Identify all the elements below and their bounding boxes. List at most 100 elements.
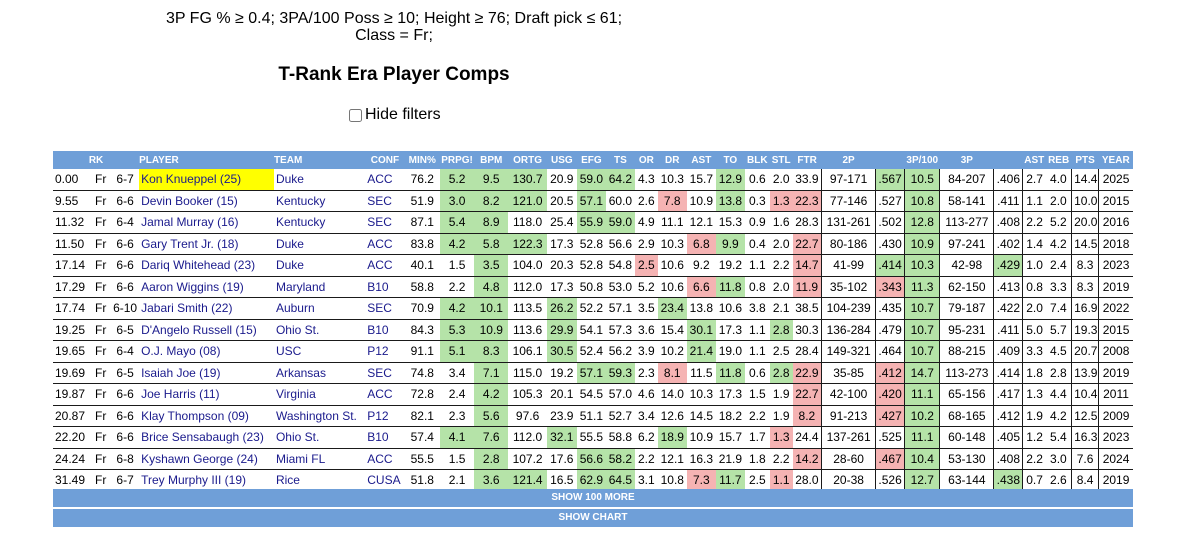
cell-blk: 0.4 xyxy=(744,233,770,255)
cell-ht: 6-6 xyxy=(111,190,140,212)
column-header[interactable]: OR xyxy=(634,151,658,169)
column-header[interactable]: PRPG! xyxy=(439,151,475,169)
team-link[interactable]: Duke xyxy=(273,169,366,191)
column-header[interactable]: STL xyxy=(769,151,793,169)
conf-link[interactable]: CUSA xyxy=(365,469,405,492)
cell-stl: 1.9 xyxy=(769,383,793,406)
column-header[interactable] xyxy=(875,151,905,169)
team-link[interactable]: Ohio St. xyxy=(273,426,366,449)
column-header[interactable]: 2P xyxy=(821,151,876,169)
player-link[interactable]: Brice Sensabaugh (23) xyxy=(139,426,274,449)
team-link[interactable]: Virginia xyxy=(273,383,366,406)
conf-link[interactable]: SEC xyxy=(365,362,405,384)
column-header[interactable]: CONF xyxy=(365,151,405,169)
cell-prpg: 2.4 xyxy=(439,383,475,406)
column-header[interactable]: FTR xyxy=(792,151,822,169)
conf-link[interactable]: ACC xyxy=(365,383,405,406)
column-header[interactable]: RK xyxy=(53,151,140,169)
conf-link[interactable]: ACC xyxy=(365,169,405,191)
column-header[interactable]: BPM xyxy=(474,151,509,169)
player-link[interactable]: Joe Harris (11) xyxy=(139,383,274,406)
team-link[interactable]: Kentucky xyxy=(273,190,366,212)
conf-link[interactable]: ACC xyxy=(365,448,405,470)
column-header[interactable]: PLAYER xyxy=(139,151,274,169)
column-header[interactable]: ORTG xyxy=(508,151,547,169)
player-link[interactable]: Kon Knueppel (25) xyxy=(139,169,274,191)
cell-blk: 0.3 xyxy=(744,190,770,212)
cell-threep: 88-215 xyxy=(939,340,994,363)
table-row: 19.65 Fr 6-4 O.J. Mayo (08) USC P12 91.1 5.1 8.3… xyxy=(53,340,1133,363)
column-header[interactable]: 3P xyxy=(939,151,994,169)
team-link[interactable]: Arkansas xyxy=(273,362,366,384)
conf-link[interactable]: P12 xyxy=(365,340,405,363)
cell-twopct: .430 xyxy=(875,233,905,255)
cell-efg: 52.8 xyxy=(576,233,606,255)
player-link[interactable]: Devin Booker (15) xyxy=(139,190,274,212)
cell-rpg: 2.6 xyxy=(1045,469,1072,492)
show-more-button[interactable]: SHOW 100 MORE xyxy=(53,489,1133,507)
column-header[interactable]: USG xyxy=(546,151,577,169)
conf-link[interactable]: B10 xyxy=(365,276,405,298)
cell-rpg: 4.4 xyxy=(1045,383,1072,406)
player-link[interactable]: Klay Thompson (09) xyxy=(139,405,274,427)
cell-threep: 84-207 xyxy=(939,169,994,191)
column-header[interactable]: TS xyxy=(605,151,635,169)
team-link[interactable]: Kentucky xyxy=(273,211,366,234)
team-link[interactable]: Maryland xyxy=(273,276,366,298)
cell-prpg: 2.1 xyxy=(439,469,475,492)
team-link[interactable]: Duke xyxy=(273,233,366,255)
show-chart-button[interactable]: SHOW CHART xyxy=(53,508,1133,527)
player-link[interactable]: Trey Murphy III (19) xyxy=(139,469,274,492)
cell-threepct: .411 xyxy=(993,319,1023,341)
filters-line-1: 3P FG % ≥ 0.4; 3PA/100 Poss ≥ 10; Height… xyxy=(165,10,623,27)
team-link[interactable]: Washington St. xyxy=(273,405,366,427)
column-header[interactable]: TEAM xyxy=(273,151,366,169)
column-header[interactable]: EFG xyxy=(576,151,606,169)
player-link[interactable]: Aaron Wiggins (19) xyxy=(139,276,274,298)
column-header[interactable]: BLK xyxy=(744,151,770,169)
player-link[interactable]: Isaiah Joe (19) xyxy=(139,362,274,384)
conf-link[interactable]: B10 xyxy=(365,319,405,341)
column-header[interactable]: REB xyxy=(1045,151,1072,169)
hide-filters-toggle[interactable]: Hide filters xyxy=(349,106,441,124)
column-header[interactable]: PTS xyxy=(1071,151,1099,169)
cell-rpg: 3.0 xyxy=(1045,448,1072,470)
cell-dr: 10.6 xyxy=(657,276,687,298)
player-link[interactable]: Gary Trent Jr. (18) xyxy=(139,233,274,255)
cell-efg: 55.5 xyxy=(576,426,606,449)
cell-rk: 0.00 xyxy=(53,169,91,191)
conf-link[interactable]: SEC xyxy=(365,297,405,320)
column-header[interactable]: DR xyxy=(657,151,687,169)
column-header[interactable] xyxy=(993,151,1023,169)
column-header[interactable]: YEAR xyxy=(1098,151,1133,169)
player-link[interactable]: Jabari Smith (22) xyxy=(139,297,274,320)
cell-cls: Fr xyxy=(90,297,112,320)
player-link[interactable]: Kyshawn George (24) xyxy=(139,448,274,470)
column-header[interactable]: TO xyxy=(715,151,745,169)
conf-link[interactable]: B10 xyxy=(365,426,405,449)
team-link[interactable]: USC xyxy=(273,340,366,363)
conf-link[interactable]: P12 xyxy=(365,405,405,427)
team-link[interactable]: Ohio St. xyxy=(273,319,366,341)
column-header[interactable]: AST xyxy=(1022,151,1046,169)
conf-link[interactable]: ACC xyxy=(365,254,405,277)
team-link[interactable]: Rice xyxy=(273,469,366,492)
player-link[interactable]: D'Angelo Russell (15) xyxy=(139,319,274,341)
team-link[interactable]: Duke xyxy=(273,254,366,277)
cell-prpg: 1.5 xyxy=(439,254,475,277)
player-link[interactable]: Dariq Whitehead (23) xyxy=(139,254,274,277)
team-link[interactable]: Miami FL xyxy=(273,448,366,470)
cell-bpm: 8.2 xyxy=(474,190,509,212)
conf-link[interactable]: SEC xyxy=(365,190,405,212)
column-header[interactable]: 3P/100 xyxy=(904,151,940,169)
player-link[interactable]: Jamal Murray (16) xyxy=(139,211,274,234)
cell-year: 2015 xyxy=(1098,319,1133,341)
hide-filters-checkbox[interactable] xyxy=(349,108,362,122)
cell-efg: 51.1 xyxy=(576,405,606,427)
column-header[interactable]: AST xyxy=(686,151,716,169)
conf-link[interactable]: SEC xyxy=(365,211,405,234)
player-link[interactable]: O.J. Mayo (08) xyxy=(139,340,274,363)
conf-link[interactable]: ACC xyxy=(365,233,405,255)
column-header[interactable]: MIN% xyxy=(404,151,440,169)
team-link[interactable]: Auburn xyxy=(273,297,366,320)
